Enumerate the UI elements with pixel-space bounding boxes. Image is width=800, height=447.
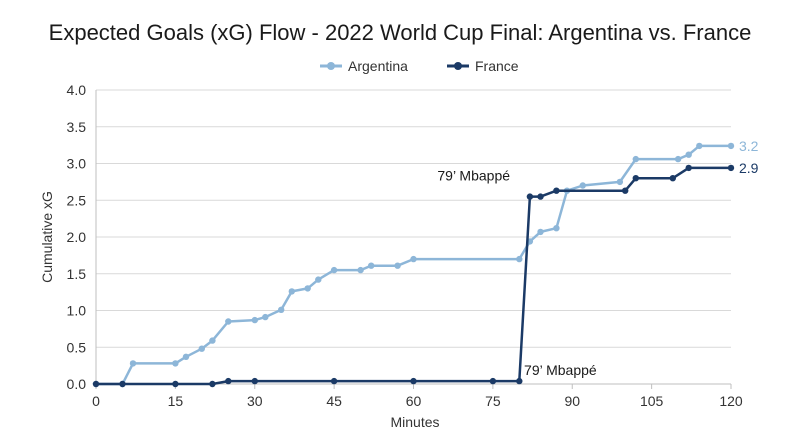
y-tick-label: 2.5 [67,192,87,208]
legend-label: Argentina [348,58,408,74]
x-tick-label: 90 [564,393,580,409]
x-tick-label: 120 [719,393,743,409]
data-point-argentina [225,318,232,325]
data-point-argentina [330,266,338,274]
data-point-argentina [288,288,295,295]
data-point-argentina [394,262,401,269]
data-point-france [209,380,216,388]
data-point-argentina [368,262,375,269]
end-value-label-argentina: 3.2 [739,138,759,154]
data-point-france [526,193,534,200]
data-point-argentina [262,313,269,321]
data-point-argentina [182,353,190,360]
x-tick-label: 45 [326,393,342,409]
data-point-argentina [696,142,703,150]
data-point-argentina [727,142,735,150]
x-axis-title: Minutes [390,414,439,430]
data-point-france [669,175,676,182]
annotation-label: 79’ Mbappé [437,168,510,184]
annotation-label: 79’ Mbappé [524,362,597,378]
legend: Argentina France [320,58,519,74]
legend-swatch-marker [327,62,335,70]
chart-title: Expected Goals (xG) Flow - 2022 World Cu… [49,20,752,45]
data-point-france [622,187,629,194]
y-tick-label: 2.0 [67,229,87,245]
x-tick-label: 0 [92,393,100,409]
data-point-france [685,164,692,172]
data-point-argentina [685,151,692,158]
data-point-argentina [553,225,560,232]
y-tick-label: 1.0 [67,303,87,319]
data-point-france [225,377,232,385]
y-tick-label: 1.5 [67,266,87,282]
y-tick-label: 3.0 [67,156,87,172]
y-axis-title: Cumulative xG [39,191,55,283]
data-point-france [537,193,544,200]
data-point-argentina [674,155,682,163]
legend-item-argentina: Argentina [320,58,408,74]
y-tick-label: 3.5 [67,119,87,135]
data-point-argentina [129,360,137,367]
data-point-france [119,380,126,388]
end-value-label-france: 2.9 [739,160,759,176]
data-point-france [251,377,258,385]
data-point-france [330,377,338,385]
data-point-france [489,377,497,385]
data-point-argentina [410,255,417,263]
x-tick-label: 60 [406,393,422,409]
data-point-argentina [315,276,322,283]
legend-item-france: France [447,58,519,74]
data-point-france [172,380,179,388]
y-tick-label: 0.5 [67,339,87,355]
data-point-argentina [579,182,586,189]
x-tick-label: 105 [640,393,664,409]
data-point-argentina [616,178,624,186]
axes: 0.0 0.5 1.0 1.5 2.0 2.5 3.0 3.5 4.0 0 15 30 45 60 75 90… [67,82,743,409]
data-point-france [92,380,100,388]
data-point-argentina [537,228,544,236]
y-tick-label: 4.0 [67,82,87,98]
x-tick-label: 30 [247,393,263,409]
data-point-france [727,164,735,172]
legend-swatch-marker [454,62,462,70]
legend-label: France [475,58,519,74]
data-point-france [516,377,523,385]
data-point-argentina [357,266,364,274]
data-point-france [632,175,639,182]
data-point-argentina [304,285,311,292]
series-line-argentina [96,144,731,386]
gridlines [96,89,731,385]
data-point-argentina [172,360,179,367]
series-layer: 3.22.9 [92,138,759,388]
series-line-france [96,166,731,386]
x-tick-label: 75 [485,393,501,409]
data-point-argentina [516,255,523,263]
series-argentina: 3.2 [92,138,759,388]
x-tick-label: 15 [168,393,184,409]
series-france: 2.9 [92,160,759,388]
data-point-france [553,187,560,194]
y-tick-label: 0.0 [67,376,87,392]
data-point-argentina [278,306,285,313]
data-point-argentina [209,337,216,344]
data-point-argentina [198,345,205,352]
data-point-france [410,377,417,385]
data-point-argentina [251,316,258,324]
data-point-argentina [632,155,639,163]
labels-layer: 79’ Mbappé 79’ Mbappé [437,168,597,378]
